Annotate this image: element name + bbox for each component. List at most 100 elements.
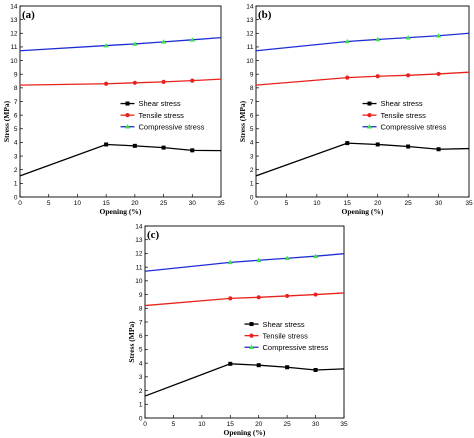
series-line-shear-stress bbox=[255, 142, 470, 177]
y-tick-label: 10 bbox=[246, 58, 254, 65]
y-tick-label: 11 bbox=[11, 44, 18, 51]
y-tick-label: 6 bbox=[139, 333, 143, 340]
data-point-compressive-stress bbox=[284, 255, 290, 261]
x-tick-label: 15 bbox=[227, 421, 235, 428]
x-tick-label: 30 bbox=[312, 421, 320, 428]
y-tick-label: 12 bbox=[135, 251, 143, 258]
y-tick-label: 13 bbox=[10, 17, 18, 24]
y-tick-label: 9 bbox=[14, 72, 18, 79]
data-point-shear-stress bbox=[345, 141, 350, 146]
y-tick-label: 14 bbox=[10, 3, 18, 10]
legend-label: Shear stress bbox=[381, 99, 423, 108]
legend-marker bbox=[249, 322, 254, 327]
x-tick-label: 5 bbox=[172, 421, 176, 428]
data-point-compressive-stress bbox=[256, 257, 262, 263]
x-tick-label: 5 bbox=[47, 200, 51, 207]
y-axis-title: Stress (MPa) bbox=[238, 100, 247, 142]
series-line-compressive-stress bbox=[255, 32, 470, 52]
data-point-shear-stress bbox=[285, 365, 290, 370]
x-tick-label: 10 bbox=[313, 200, 321, 207]
x-tick-label: 5 bbox=[285, 200, 289, 207]
y-tick-label: 6 bbox=[14, 112, 18, 119]
legend-marker bbox=[125, 101, 130, 106]
data-point-compressive-stress bbox=[344, 38, 350, 44]
x-tick-label: 0 bbox=[143, 421, 147, 428]
y-tick-label: 5 bbox=[139, 347, 143, 354]
x-tick-label: 25 bbox=[405, 200, 413, 207]
y-tick-label: 11 bbox=[136, 264, 143, 271]
legend-marker bbox=[125, 124, 130, 129]
y-tick-label: 12 bbox=[10, 31, 18, 38]
y-tick-label: 8 bbox=[250, 85, 254, 92]
series-line-tensile-stress bbox=[255, 71, 470, 86]
data-point-compressive-stress bbox=[132, 41, 138, 46]
x-tick-label: 25 bbox=[160, 200, 168, 207]
data-point-tensile-stress bbox=[161, 79, 166, 84]
y-tick-label: 8 bbox=[14, 85, 18, 92]
y-tick-label: 12 bbox=[246, 31, 254, 38]
y-tick-label: 5 bbox=[250, 126, 254, 133]
y-tick-label: 7 bbox=[139, 319, 143, 326]
panel-label: (a) bbox=[22, 9, 35, 21]
y-tick-label: 5 bbox=[14, 126, 18, 133]
y-tick-label: 0 bbox=[139, 415, 143, 422]
data-point-tensile-stress bbox=[228, 296, 233, 301]
panel-label: (b) bbox=[258, 9, 272, 21]
y-tick-label: 7 bbox=[14, 99, 18, 106]
plot-frame bbox=[144, 225, 345, 419]
legend-marker bbox=[367, 113, 372, 118]
data-point-shear-stress bbox=[375, 142, 380, 147]
x-tick-label: 10 bbox=[74, 200, 82, 207]
data-point-compressive-stress bbox=[227, 259, 233, 265]
y-tick-label: 3 bbox=[250, 153, 254, 160]
y-tick-label: 1 bbox=[250, 181, 254, 188]
x-tick-label: 10 bbox=[198, 421, 206, 428]
series-line-shear-stress bbox=[19, 143, 222, 177]
y-tick-label: 4 bbox=[14, 140, 18, 147]
x-tick-label: 15 bbox=[344, 200, 352, 207]
x-tick-label: 0 bbox=[254, 200, 258, 207]
y-tick-label: 11 bbox=[247, 44, 254, 51]
legend-label: Tensile stress bbox=[263, 331, 309, 340]
x-tick-label: 35 bbox=[340, 421, 348, 428]
data-point-tensile-stress bbox=[190, 78, 195, 83]
data-point-compressive-stress bbox=[313, 253, 319, 258]
y-tick-label: 2 bbox=[139, 388, 143, 395]
x-tick-label: 30 bbox=[435, 200, 443, 207]
legend-marker bbox=[249, 344, 254, 350]
data-point-compressive-stress bbox=[405, 35, 411, 40]
y-tick-label: 2 bbox=[14, 167, 18, 174]
data-point-compressive-stress bbox=[161, 39, 167, 44]
data-point-compressive-stress bbox=[189, 37, 195, 42]
legend-label: Tensile stress bbox=[381, 111, 427, 120]
data-point-tensile-stress bbox=[285, 293, 290, 299]
y-tick-label: 0 bbox=[250, 194, 254, 201]
x-tick-label: 30 bbox=[189, 200, 197, 207]
x-axis-title: Opening (%) bbox=[100, 207, 142, 216]
data-point-tensile-stress bbox=[406, 73, 411, 78]
series-line-shear-stress bbox=[144, 363, 345, 397]
plot-frame bbox=[255, 5, 470, 198]
x-tick-label: 20 bbox=[131, 200, 139, 207]
data-point-tensile-stress bbox=[345, 75, 350, 80]
data-point-tensile-stress bbox=[256, 295, 261, 300]
x-tick-label: 15 bbox=[103, 200, 111, 207]
y-tick-label: 14 bbox=[246, 3, 254, 10]
x-tick-label: 20 bbox=[255, 421, 263, 428]
y-tick-label: 10 bbox=[135, 278, 143, 285]
y-axis-title: Stress (MPa) bbox=[127, 321, 136, 363]
series-line-compressive-stress bbox=[19, 37, 222, 52]
data-point-tensile-stress bbox=[104, 81, 109, 86]
legend-marker bbox=[367, 101, 372, 106]
x-axis-title: Opening (%) bbox=[342, 207, 384, 216]
x-tick-label: 35 bbox=[217, 200, 225, 207]
y-tick-label: 6 bbox=[250, 112, 254, 119]
y-tick-label: 9 bbox=[139, 292, 143, 299]
y-tick-label: 4 bbox=[139, 360, 143, 367]
y-tick-label: 10 bbox=[10, 58, 18, 65]
data-point-compressive-stress bbox=[436, 33, 442, 38]
data-point-compressive-stress bbox=[103, 42, 109, 48]
